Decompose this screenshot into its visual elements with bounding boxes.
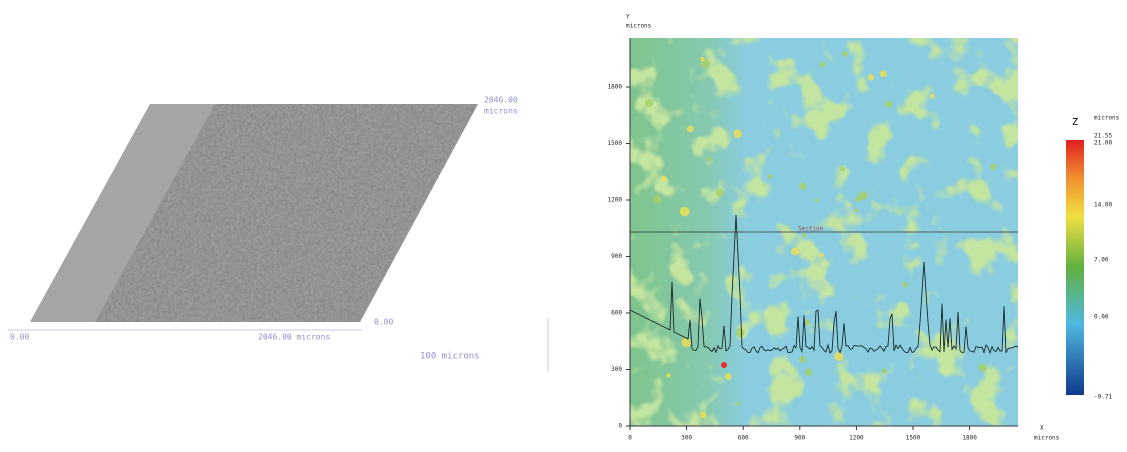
spot [699,411,707,418]
colorbar-label: 21.55 [1094,133,1112,140]
spot [801,232,807,238]
y-tick-label: 1800 [608,84,623,91]
y-tick-label: 1500 [608,140,623,147]
y-tick-label: 600 [611,310,622,317]
spot [706,156,712,162]
spot [804,319,811,326]
spot [679,206,690,217]
x-tick-label: 1800 [962,435,977,442]
spot [700,56,705,62]
colorbar: Z microns [1066,115,1120,395]
surface-texture [95,104,478,322]
spot [791,247,800,256]
x-tick-label: 900 [794,435,805,442]
colorbar-label: -9.71 [1094,394,1112,401]
spot [644,98,654,108]
colorbar-label: 0.00 [1094,314,1109,321]
surface-edge [30,104,215,322]
spot [733,129,742,138]
spot [879,70,887,78]
spot [884,100,893,108]
spot [930,93,935,99]
spot [842,51,849,58]
height-map: Section Y microns X microns [626,14,1060,442]
label: 2046.00 [484,96,518,105]
y-tick-label: 0 [618,423,622,430]
spot [799,182,807,191]
spot [902,281,909,288]
x-tick-label: 1200 [849,435,864,442]
y-tick-label: 1200 [608,197,623,204]
spot [858,191,868,200]
spot [799,356,806,363]
label: 0.00 [374,318,393,327]
colorbar-label: 14.00 [1094,202,1112,209]
spot [681,337,691,348]
spot [819,252,824,258]
spot [661,175,667,182]
spot [700,58,711,69]
spot [767,174,773,179]
section-label: Section [798,226,824,233]
spot [814,198,819,203]
spot [819,61,826,68]
x-tick-label: 1500 [906,435,921,442]
surface-plot: 2046.00 microns 0.00 2046.00 microns 0.0… [8,96,549,372]
spot [715,188,724,197]
spot [881,368,888,374]
label: 0.00 [10,333,29,342]
spot [721,362,727,368]
y-tick-label: 900 [611,253,622,260]
colorbar-label: 21.00 [1094,140,1112,147]
colorbar-title: Z [1072,117,1078,128]
spot [736,401,741,406]
spot [834,351,844,362]
axis-label: Y [626,14,630,21]
spot [653,195,662,204]
profile-line [629,214,1019,355]
spot [805,368,813,376]
x-tick-label: 0 [628,435,632,442]
spot [686,125,694,133]
spot [990,163,997,171]
label: microns [484,107,518,116]
spot [867,74,875,81]
axis-label: microns [626,23,652,30]
label: 100 microns [420,352,480,362]
axis-label: microns [1034,435,1060,442]
colorbar-scale [1066,140,1084,395]
spot [978,363,988,372]
spot [839,166,845,172]
spot [666,373,671,378]
x-tick-label: 600 [738,435,749,442]
colorbar-unit: microns [1094,115,1120,122]
spot [735,327,745,338]
axis-label: X [1040,425,1044,432]
spot [724,373,732,380]
spot [854,208,860,213]
y-tick-label: 300 [611,366,622,373]
label: 2046.00 microns [258,333,330,342]
x-tick-label: 300 [681,435,692,442]
colorbar-label: 7.00 [1094,257,1109,264]
